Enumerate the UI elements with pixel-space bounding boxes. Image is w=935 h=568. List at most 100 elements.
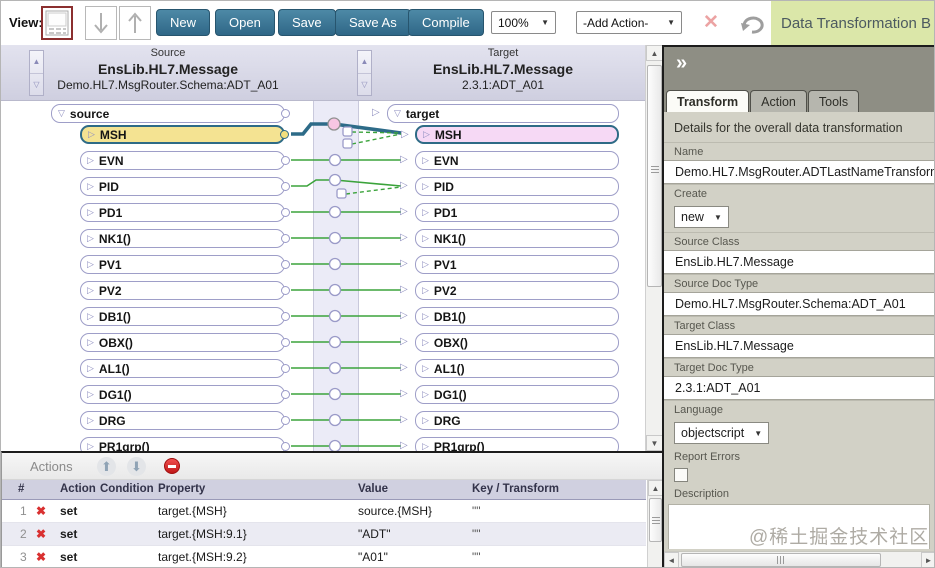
action-row-3[interactable]: 3 ✖ set target.{MSH:9.2} "A01" "" [2, 546, 646, 567]
target-segment-evn[interactable]: ▷ ▷ EVN [400, 151, 619, 170]
target-segment-pv1[interactable]: ▷ ▷ PV1 [400, 255, 619, 274]
target-segment-pv2[interactable]: ▷ ▷ PV2 [400, 281, 619, 300]
expand-triangle-icon[interactable]: ▷ [422, 363, 429, 373]
connector-dot[interactable] [281, 207, 290, 217]
add-action-select[interactable]: -Add Action- ▼ [576, 11, 682, 34]
source-segment-evn[interactable]: ▷ EVN [80, 151, 290, 170]
source-scroll-spinner[interactable]: ▲ ▽ [29, 50, 44, 96]
delete-icon[interactable]: ✕ [703, 12, 719, 33]
expand-triangle-icon[interactable]: ▷ [87, 207, 94, 217]
delete-row-icon[interactable]: ✖ [36, 504, 47, 518]
expand-triangle-icon[interactable]: ▷ [87, 389, 94, 399]
target-scroll-spinner[interactable]: ▲ ▽ [357, 50, 372, 96]
spinner-down-icon[interactable]: ▽ [358, 72, 371, 96]
compile-button[interactable]: Compile [408, 9, 484, 36]
scrollbar-thumb[interactable] [681, 553, 881, 567]
target-segment-pd1[interactable]: ▷ ▷ PD1 [400, 203, 619, 222]
connector-dot[interactable] [281, 441, 290, 451]
scroll-up-icon[interactable] [119, 6, 151, 40]
source-segment-drg[interactable]: ▷ DRG [80, 411, 290, 430]
tab-tools[interactable]: Tools [807, 90, 860, 112]
source-segment-db1[interactable]: ▷ DB1() [80, 307, 290, 326]
expand-triangle-icon[interactable]: ▷ [87, 441, 94, 451]
expand-triangle-icon[interactable]: ▷ [422, 259, 429, 269]
connector-dot[interactable] [281, 155, 290, 165]
expand-triangle-icon[interactable]: ▷ [87, 415, 94, 425]
action-row-1[interactable]: 1 ✖ set target.{MSH} source.{MSH} "" [2, 500, 646, 523]
source-segment-obx[interactable]: ▷ OBX() [80, 333, 290, 352]
name-field[interactable]: Demo.HL7.MsgRouter.ADTLastNameTransform [664, 160, 934, 184]
table-vertical-scrollbar[interactable]: ▲ [647, 480, 663, 567]
source-doc-type-field[interactable]: Demo.HL7.MsgRouter.Schema:ADT_A01 [664, 292, 934, 316]
expand-triangle-icon[interactable]: ▷ [423, 129, 430, 139]
expand-triangle-icon[interactable]: ▷ [87, 337, 94, 347]
undo-icon[interactable] [738, 12, 766, 42]
expand-triangle-icon[interactable]: ▷ [88, 129, 95, 139]
delete-row-icon[interactable]: ✖ [36, 550, 47, 564]
scrollbar-thumb[interactable] [647, 65, 662, 287]
target-segment-pid[interactable]: ▷ ▷ PID [400, 177, 619, 196]
new-button[interactable]: New [156, 9, 211, 36]
target-segment-db1[interactable]: ▷ ▷ DB1() [400, 307, 619, 326]
source-segment-dg1[interactable]: ▷ DG1() [80, 385, 290, 404]
target-segment-msh[interactable]: ▷ ▷ MSH [401, 125, 619, 144]
spinner-up-icon[interactable]: ▲ [32, 57, 41, 67]
source-class-field[interactable]: EnsLib.HL7.Message [664, 250, 934, 274]
report-errors-checkbox[interactable] [674, 468, 688, 482]
source-segment-msh[interactable]: ▷ MSH [80, 125, 289, 144]
connector-dot[interactable] [281, 259, 290, 269]
source-list-header[interactable]: ▽ source [51, 104, 290, 123]
expand-triangle-icon[interactable]: ▷ [422, 233, 429, 243]
save-as-button[interactable]: Save As [335, 9, 411, 36]
scrollbar-left-icon[interactable]: ◄ [664, 552, 679, 567]
target-segment-nk1[interactable]: ▷ ▷ NK1() [400, 229, 619, 248]
language-select[interactable]: objectscript ▼ [674, 422, 770, 444]
target-segment-obx[interactable]: ▷ ▷ OBX() [400, 333, 619, 352]
open-button[interactable]: Open [215, 9, 275, 36]
collapse-triangle-icon[interactable]: ▽ [58, 108, 65, 118]
target-class-field[interactable]: EnsLib.HL7.Message [664, 334, 934, 358]
connector-dot[interactable] [281, 181, 290, 191]
collapse-panel-icon[interactable]: » [676, 52, 688, 74]
expand-triangle-icon[interactable]: ▷ [87, 311, 94, 321]
collapse-triangle-icon[interactable]: ▽ [394, 108, 401, 118]
expand-triangle-icon[interactable]: ▷ [422, 337, 429, 347]
connector-dot[interactable] [281, 233, 290, 243]
expand-triangle-icon[interactable]: ▷ [87, 363, 94, 373]
expand-triangle-icon[interactable]: ▷ [87, 285, 94, 295]
connector-dot[interactable] [280, 129, 289, 139]
source-segment-pv1[interactable]: ▷ PV1 [80, 255, 290, 274]
expand-triangle-icon[interactable]: ▷ [87, 181, 94, 191]
delete-row-icon[interactable]: ✖ [36, 527, 47, 541]
create-select[interactable]: new ▼ [674, 206, 729, 228]
target-segment-dg1[interactable]: ▷ ▷ DG1() [400, 385, 619, 404]
action-row-2[interactable]: 2 ✖ set target.{MSH:9.1} "ADT" "" [2, 523, 646, 546]
scroll-down-icon[interactable] [85, 6, 117, 40]
target-segment-drg[interactable]: ▷ ▷ DRG [400, 411, 619, 430]
source-segment-pid[interactable]: ▷ PID [80, 177, 290, 196]
expand-triangle-icon[interactable]: ▷ [422, 441, 429, 451]
connector-dot[interactable] [281, 337, 290, 347]
connector-dot[interactable] [281, 389, 290, 399]
expand-triangle-icon[interactable]: ▷ [87, 259, 94, 269]
expand-triangle-icon[interactable]: ▷ [422, 207, 429, 217]
remove-action-icon[interactable] [164, 458, 180, 474]
expand-triangle-icon[interactable]: ▷ [422, 155, 429, 165]
connector-dot[interactable] [281, 363, 290, 373]
expand-triangle-icon[interactable]: ▷ [422, 285, 429, 295]
split-view-icon[interactable] [41, 6, 73, 40]
scrollbar-thumb[interactable] [649, 498, 662, 542]
move-down-icon[interactable]: ⬇ [127, 457, 146, 476]
source-segment-pd1[interactable]: ▷ PD1 [80, 203, 290, 222]
scrollbar-down-icon[interactable]: ▼ [646, 435, 662, 451]
spinner-up-icon[interactable]: ▲ [360, 57, 369, 67]
expand-triangle-icon[interactable]: ▷ [422, 415, 429, 425]
expand-triangle-icon[interactable]: ▷ [422, 311, 429, 321]
zoom-select[interactable]: 100% ▼ [491, 11, 556, 34]
scrollbar-up-icon[interactable]: ▲ [648, 480, 663, 496]
expand-triangle-icon[interactable]: ▷ [422, 389, 429, 399]
expand-triangle-icon[interactable]: ▷ [422, 181, 429, 191]
target-list-header[interactable]: ▷ ▽ target [372, 104, 619, 123]
description-textarea[interactable] [668, 504, 930, 549]
expand-triangle-icon[interactable]: ▷ [87, 233, 94, 243]
